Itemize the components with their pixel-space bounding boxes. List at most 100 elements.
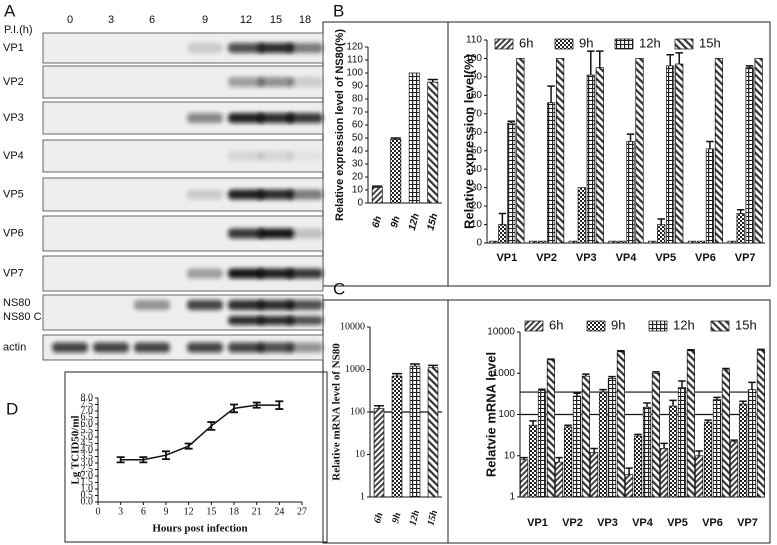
legend-swatch: [674, 38, 694, 50]
blot-band: [93, 342, 129, 353]
y-tick-label: 1000: [345, 364, 365, 375]
bar: [703, 421, 713, 498]
error-bar: [547, 85, 555, 103]
y-tick-label: 70: [352, 107, 364, 118]
y-axis-label: Relative expression level of NS80(%): [334, 29, 346, 221]
error-bar: [410, 363, 420, 367]
bar: [633, 435, 643, 498]
bar: [666, 65, 675, 244]
legend-label: 15h: [735, 317, 757, 332]
bar: [528, 240, 538, 244]
error-bar: [745, 65, 754, 68]
y-tick-label: 50: [471, 145, 483, 156]
blot-row-label: VP4: [3, 150, 24, 162]
error-bar: [713, 396, 721, 400]
error-bar: [529, 420, 537, 426]
legend-swatch: [586, 320, 606, 332]
time-tick: 0: [67, 14, 73, 26]
x-tick-label: 24: [274, 506, 284, 517]
bar: [546, 359, 555, 498]
x-tick-label: VP3: [597, 517, 618, 529]
y-tick-label: 120: [346, 42, 363, 53]
bar: [616, 351, 625, 498]
bar: [516, 58, 525, 244]
error-bar: [590, 447, 598, 453]
y-tick-label: 60: [352, 120, 364, 131]
y-tick-label: 40: [352, 146, 364, 157]
bar: [635, 58, 644, 244]
error-bar: [184, 442, 193, 450]
y-tick-label: 10: [355, 449, 365, 460]
bar: [537, 240, 547, 244]
error-bar: [757, 348, 765, 351]
blot-row-label: VP5: [3, 188, 24, 200]
error-bar: [498, 212, 507, 225]
y-tick-label: 3.0: [81, 457, 94, 468]
legend-label: 12h: [673, 317, 695, 332]
error-bar: [555, 456, 563, 463]
time-tick: 3: [108, 14, 114, 26]
error-bar: [722, 367, 730, 370]
bar: [756, 349, 765, 498]
y-tick-label: 70: [471, 108, 483, 119]
legend-label: 9h: [611, 317, 625, 332]
error-bar: [666, 54, 674, 66]
x-tick-label: 3: [118, 506, 123, 517]
error-bar: [652, 371, 660, 374]
blot-band: [258, 316, 294, 325]
y-tick-label: 10: [471, 219, 483, 230]
blot-row-label: NS80 C: [3, 311, 42, 323]
bar: [427, 367, 439, 498]
blot-row-label: NS80: [3, 297, 31, 309]
y-tick-label: 110: [466, 35, 482, 46]
y-tick-label: 10000: [340, 321, 365, 332]
error-bar: [230, 403, 238, 414]
blot-band: [228, 77, 264, 87]
y-tick-label: 1000: [493, 368, 516, 379]
error-bar: [634, 433, 642, 437]
blot-band: [187, 43, 223, 53]
y-tick-label: 10: [352, 185, 364, 196]
x-tick-label: VP1: [527, 517, 548, 529]
legend-swatch: [710, 320, 730, 332]
error-bar: [617, 350, 625, 352]
y-tick-label: 0: [357, 198, 363, 209]
bar: [754, 58, 763, 244]
blot-band: [258, 268, 294, 279]
error-bar: [657, 218, 665, 225]
blot-band: [228, 342, 264, 353]
bar: [607, 378, 617, 498]
error-bar: [587, 50, 595, 76]
y-tick-label: 40: [471, 164, 483, 175]
x-tick-label: 21: [252, 506, 262, 517]
bar: [696, 240, 706, 244]
x-tick-label: VP7: [735, 252, 756, 264]
time-tick: 12: [240, 14, 252, 26]
blot-band: [287, 151, 323, 161]
bar: [747, 389, 757, 498]
y-tick-label: 2.0: [81, 470, 94, 481]
error-bar: [678, 380, 686, 388]
blot-band: [187, 300, 223, 310]
blot-band: [258, 77, 294, 87]
bar: [617, 240, 626, 244]
legend-label: 9h: [579, 35, 593, 50]
y-tick-label: 0: [476, 238, 482, 249]
error-bar: [252, 401, 261, 409]
bar: [677, 387, 687, 498]
error-bar: [730, 439, 738, 442]
y-tick-label: 100: [346, 68, 363, 79]
blot-band: [134, 300, 170, 310]
blot-band: [287, 228, 323, 239]
x-tick-label: 9h: [390, 511, 403, 524]
bar: [391, 375, 403, 498]
error-bar: [582, 373, 590, 377]
y-tick-label: 1.5: [81, 477, 94, 488]
bar: [686, 350, 695, 498]
bar: [546, 102, 556, 244]
error-bar: [374, 405, 384, 409]
bar: [598, 391, 608, 498]
y-tick-label: 60: [471, 127, 483, 138]
x-tick-label: VP2: [562, 517, 583, 529]
y-axis-label: Relatvie mRNA level: [483, 352, 498, 477]
